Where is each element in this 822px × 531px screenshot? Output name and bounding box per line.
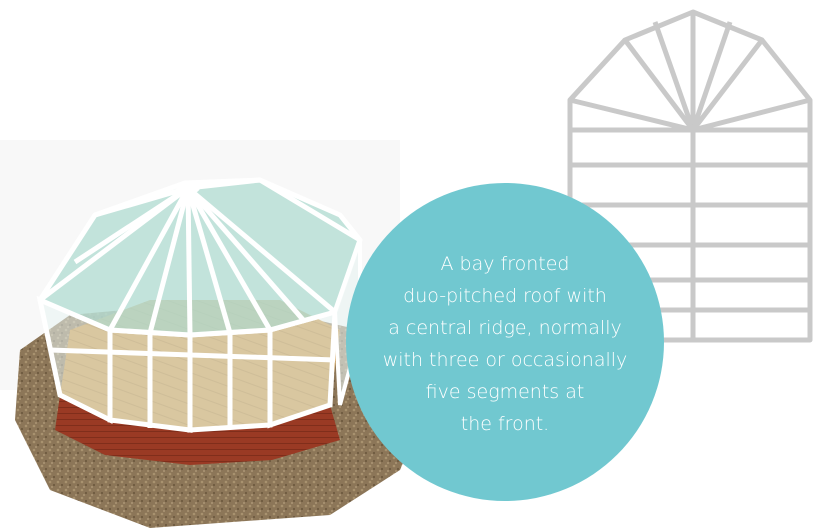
description-line: the front. xyxy=(460,413,550,435)
description-line: duo-pitched roof with xyxy=(403,285,607,307)
description-line: a central ridge, normally xyxy=(388,317,622,339)
glazed-roof xyxy=(37,177,363,338)
description-text: A bay fronted duo-pitched roof with a ce… xyxy=(355,248,655,440)
roof-finial xyxy=(176,182,200,194)
conservatory-render xyxy=(0,140,430,528)
description-line: with three or occasionally xyxy=(382,349,628,371)
description-line: five segments at xyxy=(425,381,585,403)
description-line: A bay fronted xyxy=(440,253,570,275)
description-callout: A bay fronted duo-pitched roof with a ce… xyxy=(346,183,664,501)
